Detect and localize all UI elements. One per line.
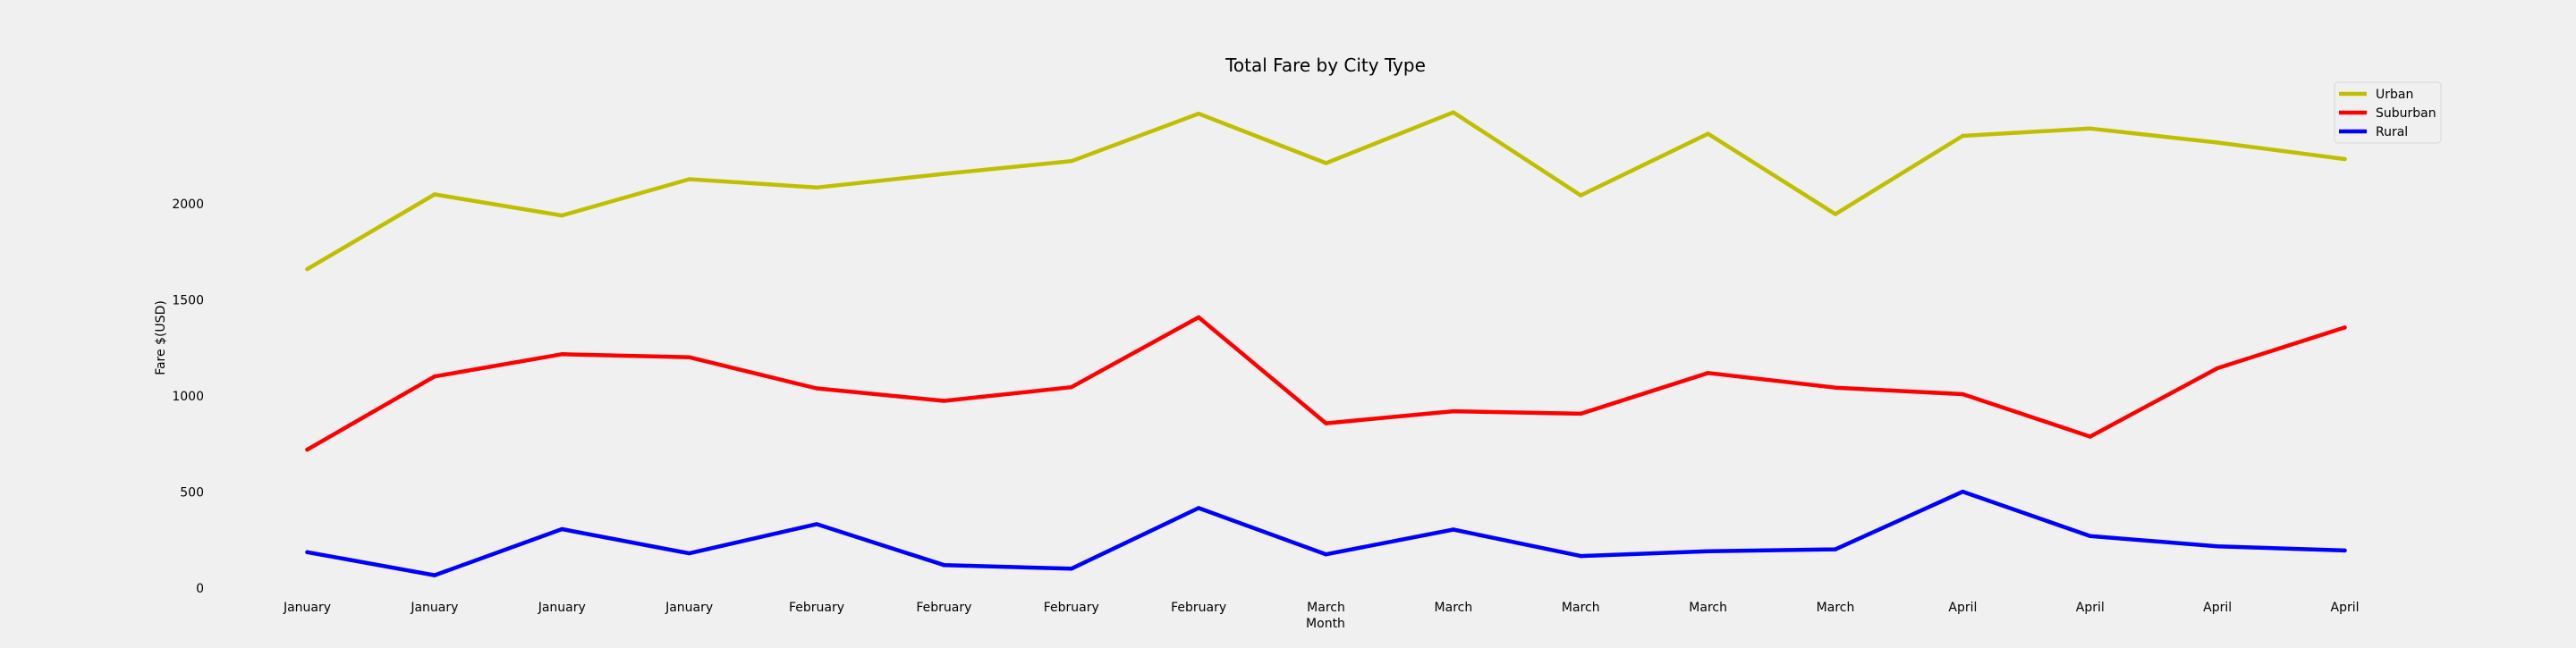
data-point-rural (432, 573, 437, 577)
data-point-suburban (814, 386, 819, 391)
data-point-rural (687, 551, 691, 556)
x-tick-label: January (283, 601, 331, 615)
data-point-urban (432, 192, 437, 197)
data-point-urban (1324, 161, 1328, 165)
legend-label-urban: Urban (2376, 88, 2413, 102)
data-point-suburban (1579, 411, 1583, 417)
x-tick-label: March (1435, 601, 1473, 615)
data-point-urban (560, 213, 564, 218)
data-point-suburban (1961, 391, 1965, 397)
x-tick-label: April (1948, 601, 1977, 615)
data-point-suburban (1196, 315, 1201, 320)
data-point-suburban (1833, 385, 1838, 390)
data-point-suburban (305, 447, 309, 452)
legend-frame (2334, 81, 2442, 144)
data-point-rural (2215, 543, 2220, 549)
data-point-urban (1196, 112, 1201, 116)
data-point-urban (1451, 110, 1456, 114)
data-point-urban (1706, 131, 1710, 136)
y-axis-label: Fare $(USD) (154, 300, 168, 375)
x-tick-label: February (1171, 601, 1226, 615)
x-tick-label: January (665, 601, 713, 615)
series-line-urban (305, 110, 2347, 272)
data-point-urban (1579, 193, 1583, 198)
x-tick-label: April (2331, 601, 2360, 615)
data-point-suburban (432, 374, 437, 379)
y-tick-label: 0 (196, 582, 204, 596)
data-point-urban (2343, 156, 2347, 162)
x-tick-label: March (1689, 601, 1727, 615)
x-tick-label: April (2203, 601, 2232, 615)
data-point-urban (305, 266, 309, 272)
x-axis-label: Month (1306, 617, 1345, 631)
x-tick-label: March (1307, 601, 1345, 615)
data-point-suburban (1451, 408, 1456, 414)
data-point-suburban (942, 399, 946, 403)
legend-label-rural: Rural (2376, 125, 2408, 139)
series-line-rural (305, 489, 2347, 577)
data-point-suburban (560, 352, 564, 357)
x-tick-label: April (2076, 601, 2105, 615)
data-point-urban (814, 185, 819, 189)
data-point-suburban (1706, 371, 1710, 375)
data-point-rural (1833, 547, 1838, 551)
x-axis-ticks: January January January January February Febr… (283, 601, 2360, 615)
data-point-urban (1069, 159, 1073, 164)
data-point-rural (1196, 506, 1201, 510)
data-point-rural (305, 550, 309, 555)
y-tick-label: 500 (180, 486, 204, 501)
data-point-suburban (2088, 434, 2092, 439)
x-tick-label: January (538, 601, 586, 615)
x-tick-label: March (1817, 601, 1855, 615)
data-point-suburban (2215, 366, 2220, 371)
data-point-urban (1833, 212, 1838, 216)
x-tick-label: March (1562, 601, 1600, 615)
data-point-rural (1451, 527, 1456, 532)
y-axis-ticks: 0 500 1000 1500 2000 (172, 198, 204, 596)
series-lines (305, 110, 2347, 577)
x-tick-label: January (410, 601, 458, 615)
chart-title: Total Fare by City Type (1224, 55, 1426, 76)
data-point-rural (1324, 551, 1328, 557)
data-point-urban (2088, 126, 2092, 130)
data-point-urban (1961, 133, 1965, 139)
data-point-suburban (2343, 325, 2347, 330)
y-tick-label: 2000 (172, 198, 204, 212)
data-point-rural (1706, 549, 1710, 553)
legend-label-suburban: Suburban (2376, 106, 2436, 121)
data-point-rural (1961, 489, 1965, 494)
data-point-rural (1069, 567, 1073, 571)
data-point-rural (2088, 534, 2092, 538)
data-point-rural (560, 526, 564, 532)
legend: Urban Suburban Rural (2334, 81, 2442, 144)
y-tick-label: 1500 (172, 294, 204, 308)
x-tick-label: February (789, 601, 844, 615)
data-point-rural (1579, 553, 1583, 559)
data-point-suburban (1069, 385, 1073, 390)
data-point-rural (942, 563, 946, 568)
data-point-rural (2343, 548, 2347, 553)
data-point-rural (814, 522, 819, 526)
x-tick-label: February (916, 601, 971, 615)
data-point-suburban (1324, 421, 1328, 425)
y-tick-label: 1000 (172, 390, 204, 404)
data-point-urban (2215, 140, 2220, 145)
data-point-urban (942, 172, 946, 176)
series-line-suburban (305, 315, 2347, 452)
data-point-urban (687, 177, 691, 181)
data-point-suburban (687, 355, 691, 359)
x-tick-label: February (1044, 601, 1099, 615)
